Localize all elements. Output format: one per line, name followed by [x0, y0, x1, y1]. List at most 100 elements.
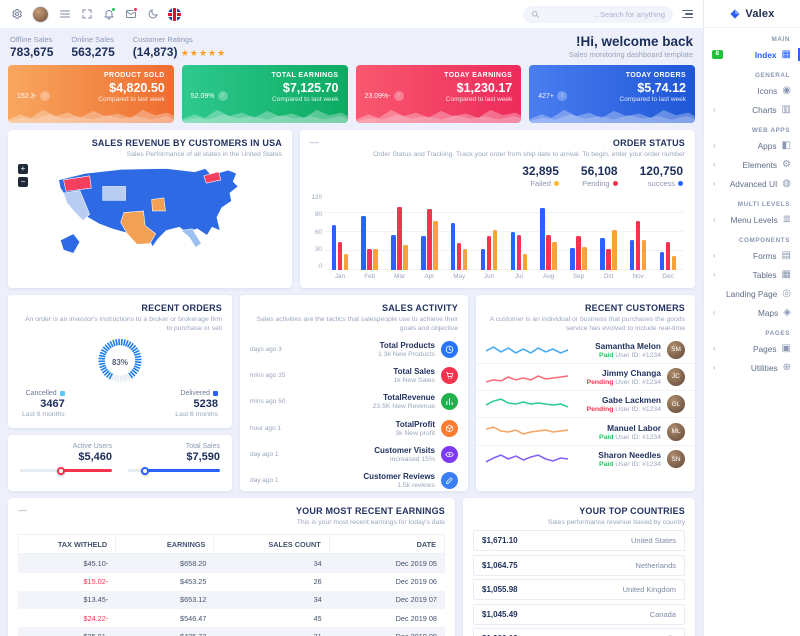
usa-choropleth-map[interactable]	[27, 162, 273, 268]
summary-card-title: TODAY EARNINGS	[444, 72, 513, 79]
sidebar-item-tables[interactable]: ‹ Tables ▦	[704, 265, 800, 284]
customer-status: Paid	[599, 351, 614, 359]
orders-legend-label: Delivered	[175, 390, 218, 397]
collapse-icon[interactable]: —	[18, 505, 27, 515]
total-sales-handle[interactable]	[140, 466, 149, 475]
activity-item[interactable]: hour ago 1 TotalProfit 3k New profit	[240, 415, 468, 441]
customer-status: Pending	[586, 378, 614, 386]
chart-bar[interactable]	[361, 216, 366, 271]
chart-bar[interactable]	[570, 247, 575, 271]
summary-card[interactable]: TOTAL EARNINGS $7,125.70 Compared to last …	[181, 65, 348, 123]
chart-bar[interactable]	[576, 235, 581, 271]
gear-icon[interactable]	[10, 8, 23, 21]
chart-bar[interactable]	[582, 247, 587, 271]
chart-bar[interactable]	[641, 239, 647, 271]
activity-time: hour ago 1	[250, 424, 282, 432]
chart-bar[interactable]	[522, 253, 528, 271]
activity-item[interactable]: mins ago 35 Total Sales 1k New Sales	[240, 363, 468, 389]
sidebar-item-label: Tables	[752, 269, 777, 280]
map-zoom-in-button[interactable]: +	[18, 164, 28, 175]
chart-bar[interactable]	[612, 229, 617, 271]
map-zoom-out-button[interactable]: −	[18, 177, 28, 188]
top-stat-value: 563,275	[71, 44, 115, 59]
chart-bar[interactable]	[659, 252, 665, 271]
chart-bar[interactable]	[552, 241, 557, 271]
chart-bar[interactable]	[635, 220, 641, 271]
chart-bar[interactable]	[540, 208, 545, 271]
chart-bar[interactable]	[397, 206, 402, 271]
chart-bar[interactable]	[337, 241, 343, 271]
collapse-icon[interactable]: —	[310, 137, 319, 147]
summary-card[interactable]: TODAY ORDERS $5,74.12 Compared to last wee…	[529, 65, 695, 123]
chart-bar[interactable]	[403, 244, 408, 271]
customer-row[interactable]: Samantha Melon Paid User ID: #1234 SM	[476, 336, 695, 364]
customer-row[interactable]: Jimmy Changa Pending User ID: #1234 JC	[476, 364, 695, 392]
chart-bar[interactable]	[546, 235, 551, 271]
activity-item[interactable]: day ago 1 Customer Reviews 1.5k reviews	[240, 467, 468, 491]
chart-bar[interactable]	[331, 224, 337, 271]
sidebar-item-menu-levels[interactable]: ‹ Menu Levels ≣	[704, 210, 800, 229]
sidebar-item-utilities[interactable]: ‹ Utilities ⊕	[704, 358, 800, 377]
activity-item[interactable]: day ago 1 Customer Visits increased 15%	[240, 441, 468, 467]
chart-bar[interactable]	[456, 242, 462, 271]
summary-card[interactable]: TODAY EARNINGS $1,230.17 Compared to last …	[355, 65, 522, 123]
orders-legend: Cancelled 3467 Last 6 months Delivered 523…	[8, 390, 232, 424]
activity-item[interactable]: days ago 3 Total Products 1.3k New Product…	[240, 336, 468, 362]
chart-bar[interactable]	[391, 235, 396, 271]
chart-bar[interactable]	[480, 248, 486, 271]
user-avatar[interactable]	[32, 5, 49, 23]
chart-bar[interactable]	[671, 256, 677, 271]
chart-bar[interactable]	[516, 234, 522, 271]
chart-bar[interactable]	[629, 240, 635, 271]
country-name: United States	[630, 536, 676, 546]
sidebar-item-index[interactable]: 8 Index ▦	[704, 45, 800, 64]
sidebar-item-label: Index	[754, 49, 777, 60]
sidebar-item-icons[interactable]: Icons ◉	[704, 81, 800, 100]
activity-item[interactable]: mins ago 50 TotalRevenue 23.5K New Revenue	[240, 389, 468, 415]
customer-row[interactable]: Manuel Labor Paid User ID: #1234 ML	[476, 418, 695, 446]
chevron-left-icon: ‹	[713, 363, 716, 372]
sidebar-item-label: Menu Levels	[730, 214, 778, 225]
dark-mode-moon-icon[interactable]	[146, 8, 159, 21]
brand-logo[interactable]: Valex	[704, 0, 800, 28]
customer-row[interactable]: Sharon Needles Paid User ID: #1234 SN	[476, 446, 695, 472]
chart-bar[interactable]	[433, 220, 438, 271]
customer-row[interactable]: Gabe Lackmen Pending User ID: #1234 GL	[476, 391, 695, 419]
sidebar-item-forms[interactable]: ‹ Forms ▤	[704, 246, 800, 265]
chart-bar[interactable]	[510, 232, 516, 271]
country-value: $1,671.10	[482, 536, 518, 546]
sidebar-item-apps[interactable]: ‹ Apps ◧	[704, 136, 800, 155]
sidebar-item-landing-page[interactable]: Landing Page ◎	[704, 284, 800, 303]
chart-bar[interactable]	[462, 249, 468, 271]
sidebar-item-elements[interactable]: ‹ Elements ⚙	[704, 155, 800, 174]
bar-group: Dec	[659, 194, 677, 282]
chart-bar[interactable]	[492, 229, 498, 271]
menu-icon[interactable]	[58, 8, 71, 21]
chart-bar[interactable]	[450, 222, 456, 271]
earnings-column-header: TAX WITHELD	[18, 534, 117, 555]
chart-bar[interactable]	[367, 248, 372, 271]
chart-bar[interactable]	[343, 254, 349, 271]
chart-bar[interactable]	[427, 208, 432, 271]
chart-bar[interactable]	[421, 235, 426, 271]
chart-bar[interactable]	[486, 235, 492, 271]
chart-bar[interactable]	[373, 248, 378, 271]
sidebar-item-charts[interactable]: ‹ Charts ▥	[704, 100, 800, 119]
chart-bar[interactable]	[600, 238, 605, 271]
chart-bar[interactable]	[665, 241, 671, 271]
sidebar-item-pages[interactable]: ‹ Pages ▣	[704, 339, 800, 358]
chart-bar[interactable]	[606, 249, 611, 271]
sidebar-item-advanced-ui[interactable]: ‹ Advanced UI ◍	[704, 174, 800, 193]
language-flag-icon[interactable]	[168, 7, 181, 21]
filter-icon[interactable]	[682, 9, 693, 19]
messages-mail-icon[interactable]	[124, 6, 138, 21]
sidebar-item-maps[interactable]: ‹ Maps ◈	[704, 303, 800, 322]
orders-legend-item: Cancelled 3467 Last 6 months	[22, 390, 65, 418]
search-input[interactable]	[544, 9, 665, 19]
notifications-bell-icon[interactable]	[102, 6, 116, 21]
summary-card[interactable]: PRODUCT SOLD $4,820.50 Compared to last we…	[8, 65, 174, 123]
summary-card-value: $7,125.70	[282, 81, 339, 95]
active-users-handle[interactable]	[57, 466, 66, 475]
recent-customers-card: RECENT CUSTOMERS A customer is an indivi…	[476, 295, 695, 491]
fullscreen-icon[interactable]	[80, 8, 93, 21]
